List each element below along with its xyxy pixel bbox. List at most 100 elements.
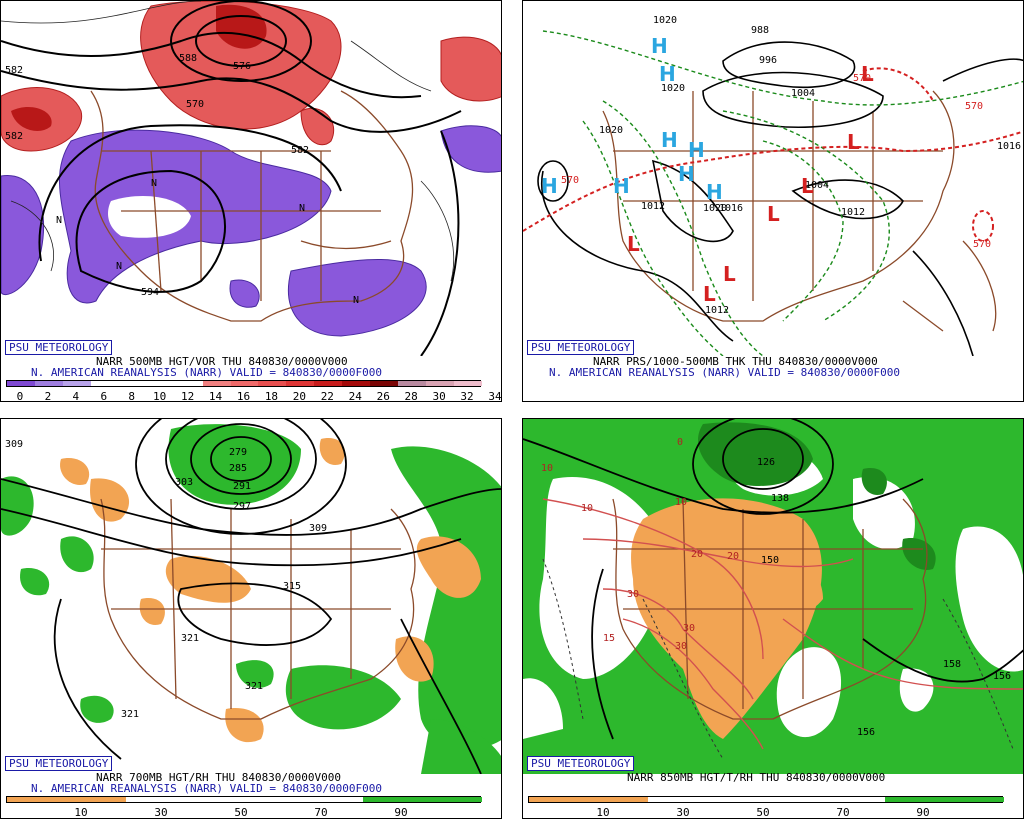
panel-caption: NARR 500MB HGT/VOR THU 840830/0000V000 <box>96 355 348 368</box>
low-pressure-marker: L <box>703 282 716 306</box>
contour-label: 291 <box>233 481 251 492</box>
scale-segment <box>286 381 315 386</box>
temperature-contours <box>542 498 1023 750</box>
contour-label: 570 <box>186 99 204 110</box>
panel-caption: NARR 850MB HGT/T/RH THU 840830/0000V000 <box>627 771 886 784</box>
isobars <box>537 41 1023 356</box>
scale-tick-label: 10 <box>74 806 88 819</box>
scale-tick-label: 12 <box>180 390 195 402</box>
contour-label: 321 <box>181 633 199 644</box>
scale-segment <box>647 797 767 802</box>
scale-segment <box>7 797 126 802</box>
temperature-label: 0 <box>677 437 683 448</box>
contour-label: 582 <box>291 145 309 156</box>
dry-areas <box>60 438 481 743</box>
dark-moist-areas <box>698 422 936 570</box>
scale-tick-label: 26 <box>376 390 390 402</box>
temperature-label: 20 <box>691 549 703 560</box>
panel-850mb-temp-rh: 126 138 150 158 156 156 0 10 10 10 20 20… <box>522 418 1024 819</box>
contour-label: 321 <box>121 709 139 720</box>
panel-sea-level-pressure-thickness: 1020 988 996 1004 1020 1020 1004 1012 10… <box>522 0 1024 402</box>
high-pressure-marker: H <box>688 138 705 162</box>
scale-segment <box>885 797 1004 802</box>
scale-segment <box>34 381 63 386</box>
isobar-label: 1020 <box>653 15 677 26</box>
isobar-label: 1020 <box>661 83 685 94</box>
contour-label: 138 <box>771 493 789 504</box>
scale-tick-label: 32 <box>460 390 474 402</box>
panel-caption: NARR 700MB HGT/RH THU 840830/0000V000 <box>96 771 342 784</box>
scale-segment <box>370 381 399 386</box>
isobar-label: 1004 <box>805 180 829 191</box>
temperature-label: 30 <box>683 623 695 634</box>
thickness-label: 570 <box>973 239 991 250</box>
scale-tick-label: 10 <box>153 390 167 402</box>
scale-tick-label: 30 <box>676 806 690 819</box>
scale-segment <box>426 381 455 386</box>
temperature-label: 20 <box>727 551 739 562</box>
contour-label: 588 <box>179 53 197 64</box>
temperature-label: 10 <box>675 497 687 508</box>
contour-label: 576 <box>233 61 251 72</box>
psu-meteorology-badge: PSU METEOROLOGY <box>527 340 635 355</box>
contour-label: 279 <box>229 447 247 458</box>
scale-segment <box>766 797 886 802</box>
map-boundaries <box>100 498 416 720</box>
isobar-label: 1012 <box>705 305 729 316</box>
scale-segment <box>174 381 203 386</box>
scale-segment <box>398 381 427 386</box>
isobar-label: 1012 <box>641 201 665 212</box>
isobar-label: 1016 <box>719 203 743 214</box>
contour-label: 315 <box>283 581 301 592</box>
scale-tick-label: 18 <box>264 390 279 402</box>
scale-segment <box>529 797 648 802</box>
scale-tick-label: 50 <box>234 806 248 819</box>
isobar-label: 988 <box>751 25 769 36</box>
scale-segment <box>454 381 482 386</box>
low-pressure-marker: L <box>767 202 780 226</box>
contour-label: 309 <box>5 439 23 450</box>
contour-label: 582 <box>5 131 23 142</box>
high-pressure-marker: H <box>541 174 558 198</box>
scale-segment <box>202 381 231 386</box>
scale-segment <box>258 381 287 386</box>
scale-segment <box>230 381 259 386</box>
contour-label: 309 <box>309 523 327 534</box>
temperature-label: 10 <box>541 463 553 474</box>
contour-label: 582 <box>5 65 23 76</box>
panel-valid-caption: N. AMERICAN REANALYSIS (NARR) VALID = 84… <box>31 366 382 379</box>
scale-tick-label: 2 <box>44 390 52 402</box>
700mb-rh-map: 309 279 285 291 297 303 309 315 321 321 … <box>1 419 501 774</box>
height-contours <box>523 419 1023 740</box>
scale-tick-label: 6 <box>100 390 108 402</box>
dry-areas <box>631 498 823 739</box>
contour-label: 126 <box>757 457 775 468</box>
scale-segment <box>146 381 175 386</box>
psu-meteorology-badge: PSU METEOROLOGY <box>527 756 635 771</box>
panel-700mb-rh: 309 279 285 291 297 303 309 315 321 321 … <box>0 418 502 819</box>
high-pressure-marker: H <box>661 128 678 152</box>
high-pressure-marker: H <box>659 62 676 86</box>
scale-segment <box>314 381 343 386</box>
panel-valid-caption: N. AMERICAN REANALYSIS (NARR) VALID = 84… <box>549 366 900 379</box>
scale-tick-label: 0 <box>16 390 24 402</box>
isobar-label: 1020 <box>703 203 727 214</box>
contour-label: 297 <box>233 501 251 512</box>
moist-areas <box>1 424 501 774</box>
pressure-thickness-map: 1020 988 996 1004 1020 1020 1004 1012 10… <box>523 15 1023 356</box>
scale-tick-label: 10 <box>596 806 610 819</box>
rh-color-scale <box>6 796 482 803</box>
temperature-label: 15 <box>603 633 615 644</box>
scale-tick-label: 70 <box>314 806 328 819</box>
scale-tick-label: 90 <box>394 806 408 819</box>
contour-label: 594 <box>141 287 159 298</box>
isobar-label: 996 <box>759 55 777 66</box>
isobar-label: 1020 <box>599 125 623 136</box>
psu-meteorology-badge: PSU METEOROLOGY <box>5 756 113 771</box>
panel-caption: NARR PRS/1000-500MB THK THU 840830/0000V… <box>593 355 878 368</box>
scale-tick-label: 70 <box>836 806 850 819</box>
high-pressure-marker: H <box>678 162 695 186</box>
dashed-contours <box>542 558 1014 760</box>
scale-tick-label: 20 <box>292 390 306 402</box>
scale-tick-label: 30 <box>154 806 168 819</box>
